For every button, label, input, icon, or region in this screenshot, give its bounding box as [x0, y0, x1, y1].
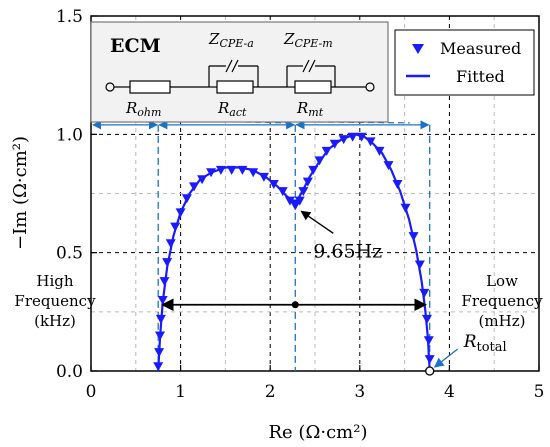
- legend-fitted-label: Fitted: [456, 67, 505, 86]
- ecm-inset: ECM Rohm Ract Rmt: [90, 21, 389, 123]
- measured-point: [237, 165, 248, 175]
- measured-point: [248, 168, 259, 178]
- ecm-title: ECM: [110, 35, 161, 57]
- measured-point: [189, 182, 200, 192]
- measured-point: [258, 172, 269, 182]
- measured-point: [338, 135, 349, 145]
- measured-point: [197, 175, 208, 185]
- x-tick-label: 3: [354, 382, 365, 402]
- measured-point: [392, 180, 403, 190]
- high-frequency-label: Frequency: [14, 292, 96, 310]
- guide-lines: [157, 124, 431, 371]
- plot-frame: [90, 15, 540, 372]
- measured-point: [159, 277, 170, 287]
- high-frequency-label: (kHz): [34, 312, 76, 330]
- legend-box: [394, 29, 535, 96]
- measured-point: [206, 168, 217, 178]
- measured-point: [419, 288, 430, 298]
- measured-point: [268, 180, 279, 190]
- low-frequency-label: Low: [486, 272, 518, 290]
- measured-point: [321, 146, 332, 156]
- low-frequency-label: (mHz): [479, 312, 526, 330]
- measured-point: [383, 161, 394, 171]
- high-frequency-label: High: [36, 272, 73, 290]
- x-tick-label: 1: [175, 382, 186, 402]
- measured-point: [308, 165, 319, 175]
- y-tick-label: 0.5: [56, 244, 83, 264]
- annotations: 9.65Hz High Frequency (kHz) Low Frequency (mHz…: [14, 101, 543, 376]
- legend: Measured Fitted: [394, 29, 535, 96]
- measured-point: [314, 156, 325, 166]
- ecm-circuit: [105, 59, 375, 94]
- measured-point: [284, 196, 295, 206]
- ecm-label-z-cpe-m: ZCPE-m: [283, 30, 333, 50]
- measured-point: [154, 348, 165, 358]
- freq-marker-label: 9.65Hz: [313, 240, 382, 262]
- r-total-arrow: [433, 348, 459, 368]
- y-axis-label: −Im (Ω·cm²): [10, 136, 31, 250]
- measured-point: [175, 208, 186, 218]
- measured-point: [422, 314, 432, 324]
- ecm-label-r-ohm: Rohm: [125, 99, 161, 119]
- x-tick-label: 0: [86, 382, 97, 402]
- y-axis-ticks: 0.0 0.5 1.0 1.5: [56, 7, 97, 382]
- measured-point: [365, 137, 376, 147]
- measured-point: [329, 139, 340, 149]
- measured-point: [226, 165, 237, 175]
- legend-measured-marker: [412, 44, 424, 54]
- measured-point: [298, 187, 309, 197]
- x-axis-ticks: 0 1 2 3 4 5: [86, 365, 545, 402]
- measured-point: [215, 165, 226, 175]
- y-tick-label: 0.0: [56, 362, 83, 382]
- r-total-marker: [425, 366, 435, 376]
- low-frequency-label: Frequency: [461, 292, 543, 310]
- measured-point: [302, 177, 313, 187]
- measured-point: [162, 258, 173, 268]
- legend-measured-label: Measured: [440, 39, 521, 58]
- measured-point: [347, 132, 358, 142]
- x-tick-label: 2: [265, 382, 276, 402]
- measured-point: [155, 314, 166, 324]
- measured-point: [356, 132, 367, 142]
- y-tick-label: 1.0: [56, 125, 83, 145]
- measured-point: [290, 201, 301, 211]
- ecm-box: [90, 21, 389, 123]
- ecm-label-r-act: Ract: [217, 99, 247, 119]
- measured-point: [154, 331, 165, 341]
- measured-point: [181, 194, 192, 204]
- ecm-label-z-cpe-a: ZCPE-a: [208, 30, 254, 50]
- measured-point: [400, 203, 411, 213]
- measured-series: [153, 132, 435, 372]
- measured-point: [170, 222, 181, 232]
- measured-point: [157, 296, 168, 305]
- measured-point: [165, 239, 176, 249]
- y-tick-label: 1.5: [56, 7, 83, 27]
- measured-point: [277, 187, 288, 197]
- measured-point: [424, 355, 435, 365]
- frequency-arrow-dot: [291, 301, 299, 309]
- measured-point: [294, 196, 305, 206]
- freq-marker-arrow: [300, 210, 334, 234]
- measured-point: [374, 146, 385, 156]
- ecm-label-r-mt: Rmt: [296, 99, 324, 119]
- measured-point: [414, 260, 425, 270]
- r-total-label: Rtotal: [463, 332, 507, 355]
- x-tick-label: 5: [534, 382, 545, 402]
- measured-point: [408, 232, 419, 242]
- measured-point: [423, 336, 434, 346]
- x-axis-label: Re (Ω·cm²): [269, 422, 368, 443]
- x-tick-label: 4: [444, 382, 455, 402]
- measured-point: [153, 362, 164, 372]
